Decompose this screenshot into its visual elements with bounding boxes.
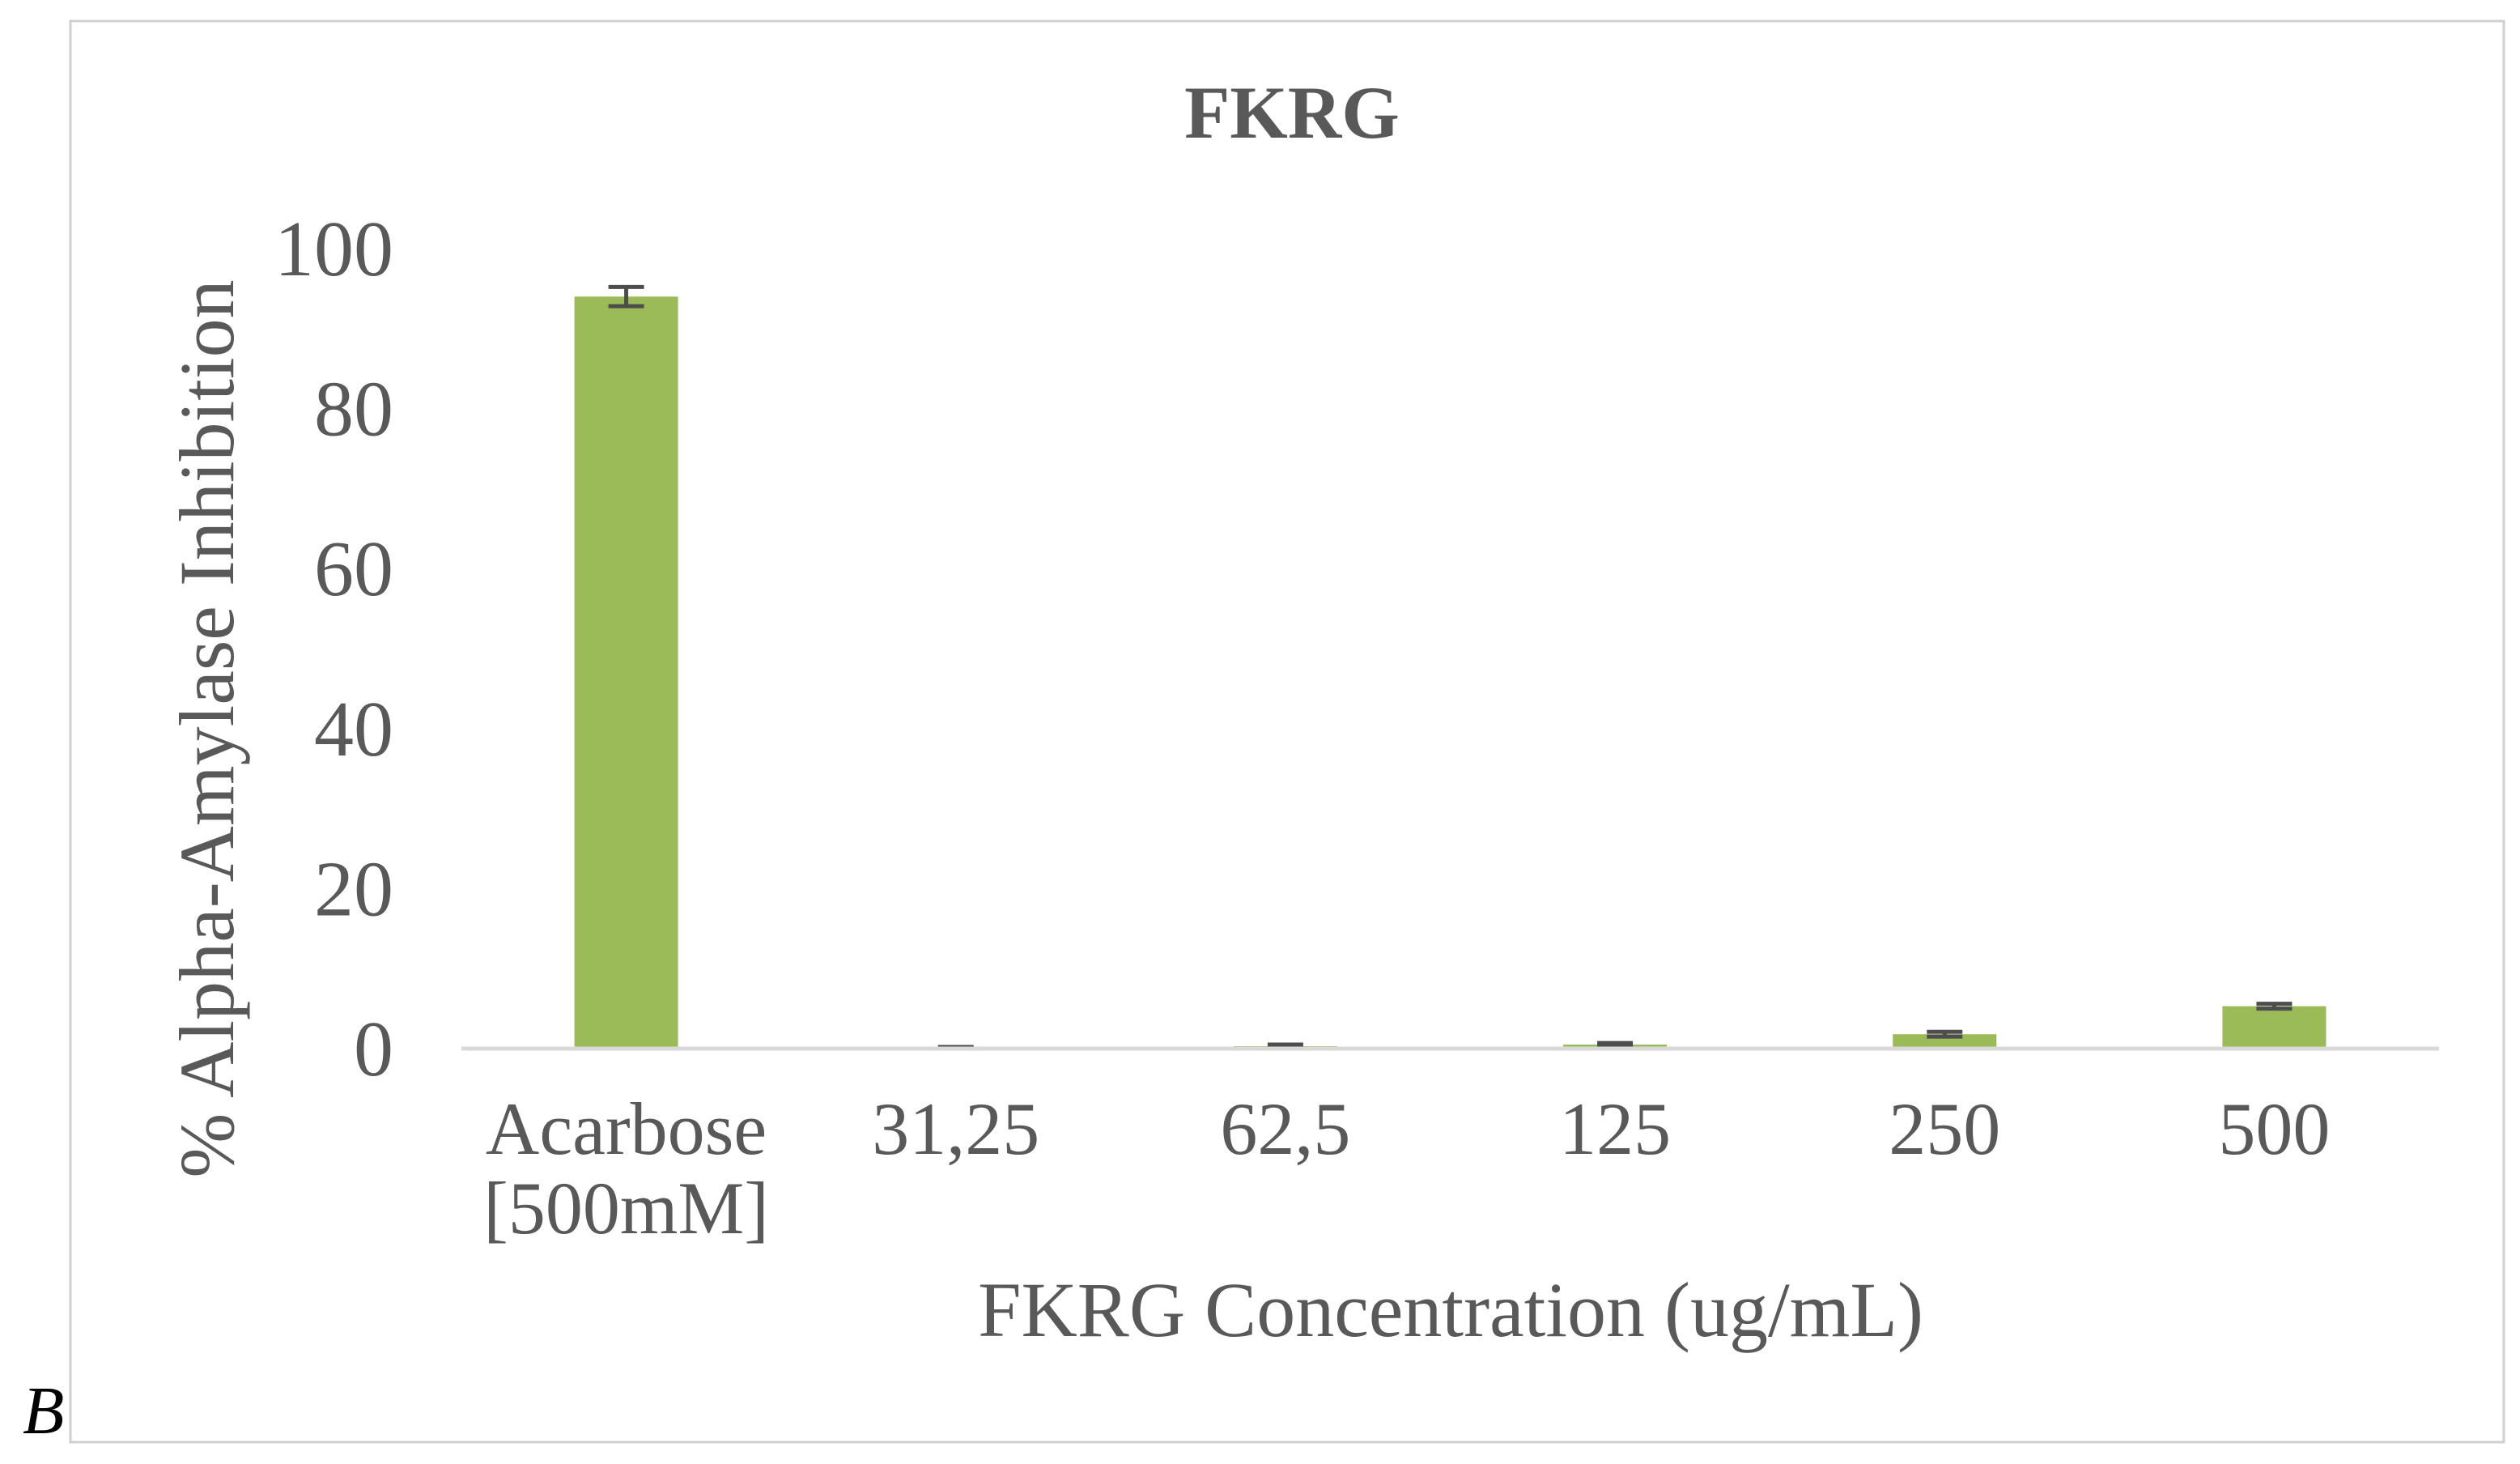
bar-series [574,284,2327,1051]
y-tick-label: 0 [354,1006,393,1093]
panel-label: B [23,1373,64,1449]
error-bar [1927,1029,1963,1039]
x-category-label: 31,25 [872,1087,1039,1170]
x-category-label: Acarbose [486,1087,767,1170]
x-category-label: [500mM] [483,1167,769,1249]
error-bar [608,284,644,309]
x-category-label: 250 [1889,1087,2000,1170]
y-tick-labels: 0 20 40 60 80 100 [274,206,393,1093]
y-tick-label: 80 [314,366,393,453]
y-tick-label: 100 [274,206,393,293]
y-tick-label: 60 [314,526,393,613]
error-bar [2256,1002,2293,1011]
x-category-labels: Acarbose[500mM] 31,25 62,5 125 250 500 [483,1087,2330,1249]
y-axis-label: % Alpha-Amylase Inhibition [164,279,250,1177]
x-category-label: 500 [2218,1087,2330,1170]
chart-title: FKRG [1184,71,1400,154]
bar [1893,1034,1997,1049]
bar [2222,1006,2327,1049]
chart-area-frame [69,19,2505,1444]
error-bar [1597,1041,1634,1049]
x-axis-label: FKRG Concentration (ug/mL) [978,1266,1923,1353]
x-category-label: 125 [1559,1087,1671,1170]
x-category-label: 62,5 [1220,1087,1350,1170]
y-tick-label: 40 [314,686,393,773]
y-tick-label: 20 [314,845,393,933]
bar [574,296,678,1049]
